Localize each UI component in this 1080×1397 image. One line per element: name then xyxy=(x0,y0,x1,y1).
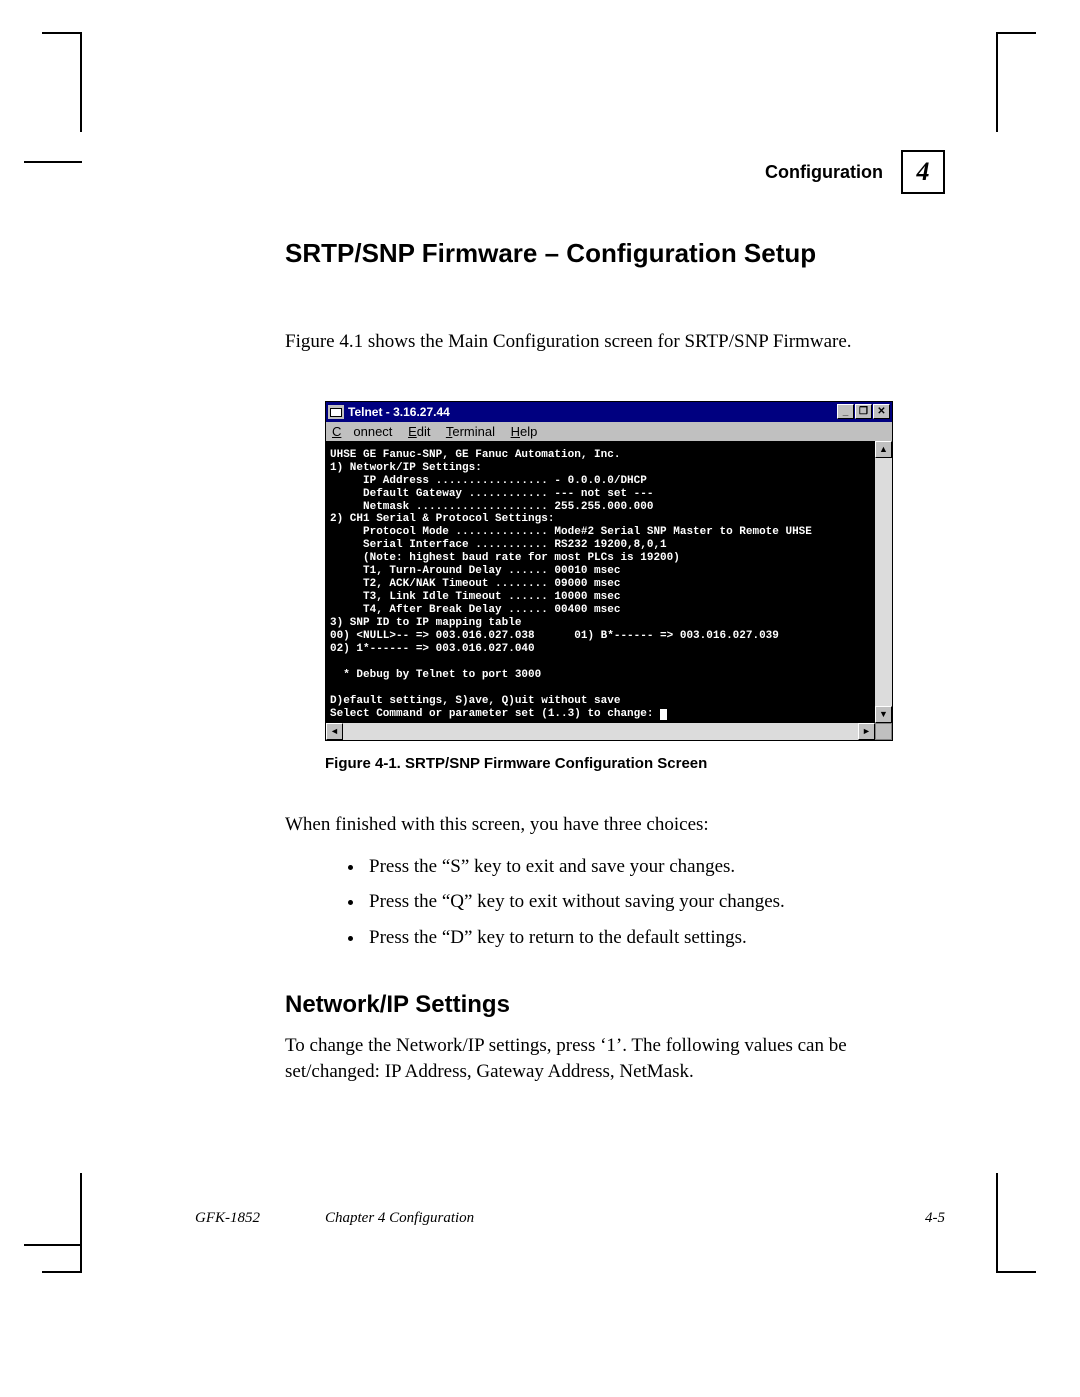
section-title: SRTP/SNP Firmware – Configuration Setup xyxy=(285,238,945,269)
intro-paragraph: Figure 4.1 shows the Main Configuration … xyxy=(285,329,945,355)
crop-mark xyxy=(24,161,82,163)
scroll-up-button[interactable]: ▲ xyxy=(875,441,892,458)
scroll-track[interactable] xyxy=(875,458,892,706)
minimize-button[interactable]: _ xyxy=(837,404,854,419)
crop-mark xyxy=(996,32,1036,132)
scroll-right-button[interactable]: ► xyxy=(858,723,875,740)
scroll-down-button[interactable]: ▼ xyxy=(875,706,892,723)
page-footer: GFK-1852 Chapter 4 Configuration 4-5 xyxy=(195,1210,945,1227)
header-label: Configuration xyxy=(765,162,883,183)
terminal-output[interactable]: UHSE GE Fanuc-SNP, GE Fanuc Automation, … xyxy=(326,441,875,723)
subsection-body: To change the Network/IP settings, press… xyxy=(285,1033,945,1086)
horizontal-scrollbar[interactable]: ◄ ► xyxy=(326,723,892,740)
choices-list: Press the “S” key to exit and save your … xyxy=(365,854,945,951)
close-button[interactable]: ✕ xyxy=(873,404,890,419)
choices-lead: When finished with this screen, you have… xyxy=(285,812,945,838)
terminal-cursor xyxy=(660,709,667,720)
vertical-scrollbar[interactable]: ▲ ▼ xyxy=(875,441,892,723)
page-header: Configuration 4 xyxy=(195,150,945,194)
page-content: Configuration 4 SRTP/SNP Firmware – Conf… xyxy=(195,150,945,1086)
subsection-title: Network/IP Settings xyxy=(285,991,945,1019)
restore-button[interactable]: ❐ xyxy=(855,404,872,419)
footer-doc-id: GFK-1852 xyxy=(195,1210,325,1227)
scroll-left-button[interactable]: ◄ xyxy=(326,723,343,740)
crop-mark xyxy=(24,1244,82,1246)
system-menu-icon[interactable] xyxy=(328,405,344,419)
list-item: Press the “Q” key to exit without saving… xyxy=(365,889,945,915)
window-title: Telnet - 3.16.27.44 xyxy=(348,405,836,419)
menu-terminal[interactable]: Terminal xyxy=(446,424,495,439)
list-item: Press the “S” key to exit and save your … xyxy=(365,854,945,880)
menu-edit[interactable]: Edit xyxy=(408,424,430,439)
crop-mark xyxy=(42,32,82,132)
crop-mark xyxy=(996,1173,1036,1273)
list-item: Press the “D” key to return to the defau… xyxy=(365,925,945,951)
titlebar: Telnet - 3.16.27.44 _ ❐ ✕ xyxy=(326,402,892,422)
menu-help[interactable]: Help xyxy=(511,424,538,439)
telnet-window: Telnet - 3.16.27.44 _ ❐ ✕ Connect Edit T… xyxy=(325,401,893,741)
crop-mark xyxy=(42,1173,82,1273)
menu-bar: Connect Edit Terminal Help xyxy=(326,422,892,441)
scroll-track[interactable] xyxy=(343,723,858,740)
chapter-number-box: 4 xyxy=(901,150,945,194)
menu-connect[interactable]: Connect xyxy=(332,424,392,439)
figure-caption: Figure 4-1. SRTP/SNP Firmware Configurat… xyxy=(325,755,945,772)
resize-grip[interactable] xyxy=(875,723,892,740)
footer-page: 4-5 xyxy=(925,1210,945,1227)
footer-chapter: Chapter 4 Configuration xyxy=(325,1210,925,1227)
